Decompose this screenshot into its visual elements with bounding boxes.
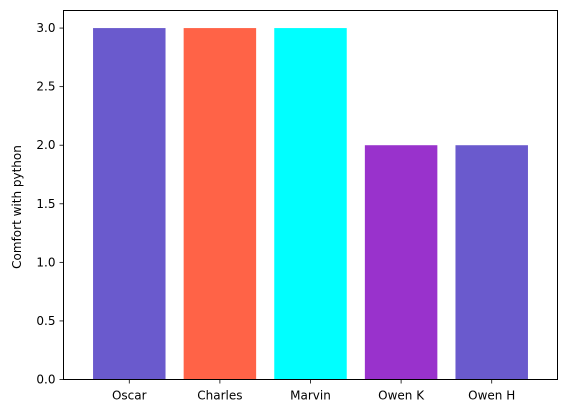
bar <box>274 28 347 380</box>
bar <box>93 28 166 380</box>
y-tick-label: 0.5 <box>36 314 55 328</box>
bar <box>364 145 438 380</box>
y-tick-label: 2.0 <box>36 138 55 152</box>
y-tick-label: 2.5 <box>36 80 55 94</box>
x-axis-ticks: Oscar Charles Marvin Owen K Owen H <box>112 379 515 403</box>
x-tick-label: Charles <box>197 389 242 403</box>
y-axis-ticks: 0.0 0.5 1.0 1.5 2.0 2.5 3.0 <box>36 21 64 387</box>
x-tick-label: Owen K <box>378 389 425 403</box>
y-axis-label: Comfort with python <box>10 145 24 269</box>
bars <box>93 28 528 380</box>
y-tick-label: 3.0 <box>36 21 55 35</box>
x-tick-label: Owen H <box>468 389 515 403</box>
bar <box>183 28 257 380</box>
x-tick-label: Oscar <box>112 389 147 403</box>
plot-frame <box>63 10 558 380</box>
x-tick-label: Marvin <box>290 389 331 403</box>
y-tick-label: 0.0 <box>36 373 55 387</box>
y-tick-label: 1.0 <box>36 255 55 269</box>
bar <box>455 145 528 380</box>
y-tick-label: 1.5 <box>36 197 55 211</box>
